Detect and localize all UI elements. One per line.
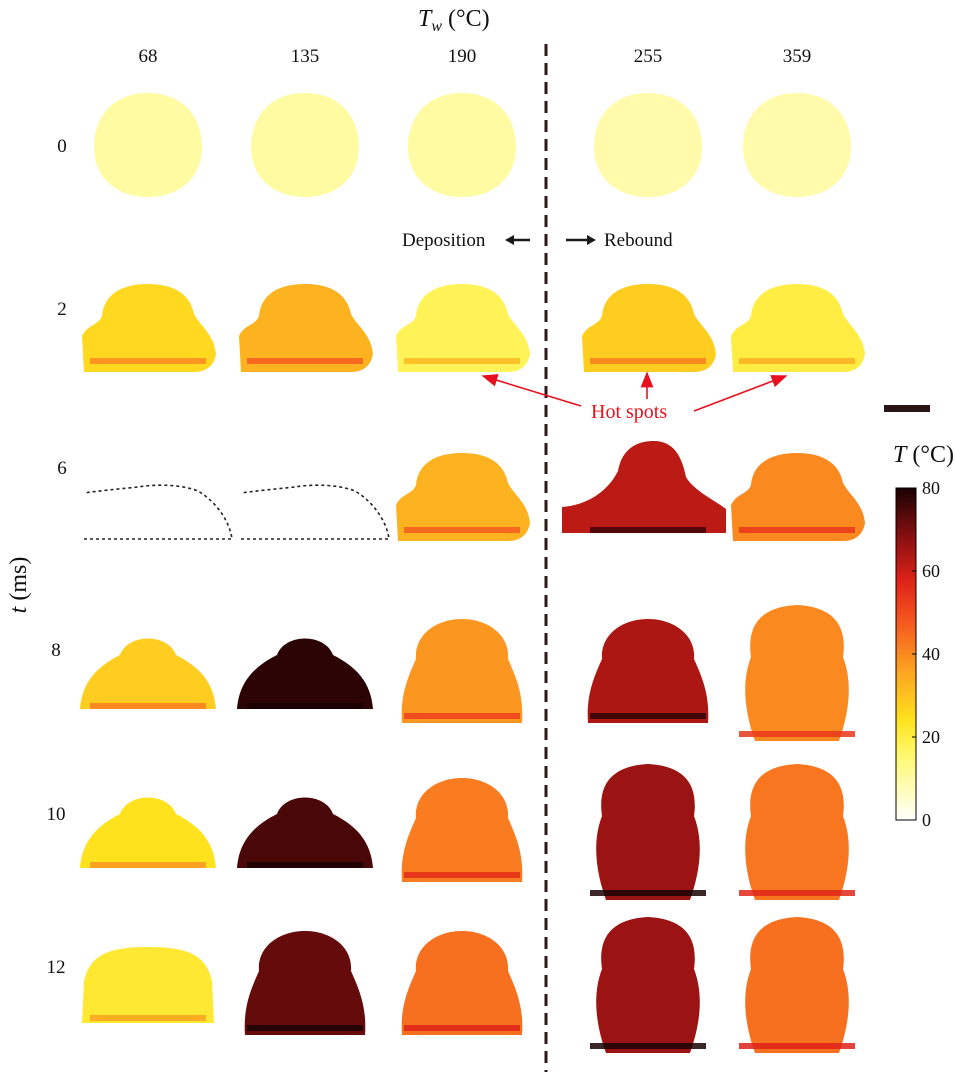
droplet-t2ms-tw359-base-band: [739, 358, 855, 364]
droplet-t12ms-tw255-base-band: [590, 1043, 706, 1049]
time-symbol: t: [6, 605, 32, 613]
droplet-t8ms-tw359: [745, 605, 849, 741]
droplet-t0ms-tw68: [94, 93, 202, 197]
droplet-t6ms-tw255-base-band: [590, 527, 706, 533]
droplet-t12ms-tw135: [244, 931, 366, 1035]
colorbar-tick-label-0: 0: [922, 810, 931, 830]
droplet-t8ms-tw255: [587, 619, 709, 723]
droplet-t0ms-tw135: [251, 93, 359, 197]
droplet-t10ms-tw359-base-band: [739, 890, 855, 896]
column-header-190: 190: [448, 46, 477, 67]
colorbar-tick-label-80: 80: [922, 478, 940, 498]
column-headers: 68 135 190 255 359: [139, 46, 812, 67]
colorbar-ticks: 0 20 40 60 80: [912, 478, 940, 830]
droplet-t8ms-tw190: [401, 619, 523, 723]
droplet-t6ms-tw68-outline: [83, 484, 233, 540]
droplet-t10ms-tw135-base-band: [247, 862, 363, 868]
droplet-t6ms-tw359-base-band: [739, 527, 855, 533]
colorbar-tick-label-60: 60: [922, 561, 940, 581]
row-label-8ms: 8: [51, 640, 61, 661]
hot-spots-label: Hot spots: [591, 401, 667, 423]
droplet-t2ms-tw255-base-band: [590, 358, 706, 364]
droplet-t8ms-tw359-base-band: [739, 731, 855, 737]
colorbar-title: T (°C): [893, 442, 954, 468]
row-label-10ms: 10: [47, 804, 66, 825]
tw-axis-title: Tw (°C): [418, 6, 490, 35]
column-header-68: 68: [139, 46, 158, 67]
row-label-2ms: 2: [57, 299, 67, 320]
colorbar-tick-label-40: 40: [922, 644, 940, 664]
droplet-t8ms-tw68-base-band: [90, 703, 206, 709]
droplet-t12ms-tw190-base-band: [404, 1025, 520, 1031]
droplet-t8ms-tw190-base-band: [404, 713, 520, 719]
tw-symbol: T: [418, 6, 433, 32]
droplet-t10ms-tw359: [745, 764, 849, 900]
rebound-label: Rebound: [604, 230, 673, 251]
droplet-t6ms-tw255: [562, 441, 726, 533]
droplet-t2ms-tw190-base-band: [404, 358, 520, 364]
droplet-t2ms-tw190: [396, 284, 530, 372]
droplet-t10ms-tw68-base-band: [90, 862, 206, 868]
droplet-t0ms-tw190: [408, 93, 516, 197]
droplet-t12ms-tw359-base-band: [739, 1043, 855, 1049]
droplet-t2ms-tw68: [82, 284, 216, 372]
row-label-12ms: 12: [47, 957, 66, 978]
droplet-t2ms-tw135-base-band: [247, 358, 363, 364]
time-unit: (ms): [6, 557, 32, 607]
hot-spots-arrow-190: [481, 374, 582, 407]
droplet-t8ms-tw68: [80, 638, 216, 709]
row-labels: 0 2 6 8 10 12: [47, 136, 67, 978]
tw-subscript: w: [431, 18, 442, 35]
droplet-t12ms-tw68-base-band: [90, 1015, 206, 1021]
droplet-t12ms-tw135-base-band: [247, 1025, 363, 1031]
droplet-t10ms-tw68: [80, 797, 216, 868]
droplet-t6ms-tw359: [731, 453, 865, 541]
column-header-255: 255: [634, 46, 663, 67]
time-axis-title: t (ms): [6, 557, 32, 614]
column-header-135: 135: [291, 46, 320, 67]
row-label-0ms: 0: [57, 136, 67, 157]
colorbar-unit: (°C): [906, 442, 954, 468]
droplet-t8ms-tw255-base-band: [590, 713, 706, 719]
colorbar-symbol: T: [893, 442, 908, 468]
droplet-t6ms-tw135-outline: [240, 484, 390, 540]
scale-bar: [884, 405, 930, 412]
droplet-t2ms-tw135: [239, 284, 373, 372]
droplet-t6ms-tw190-base-band: [404, 527, 520, 533]
droplet-t12ms-tw68: [82, 947, 214, 1023]
droplet-t12ms-tw190: [401, 931, 523, 1035]
droplet-t10ms-tw135: [237, 797, 373, 868]
droplet-t2ms-tw255: [582, 284, 716, 372]
droplet-t10ms-tw190: [401, 778, 523, 882]
tw-unit: (°C): [442, 6, 490, 32]
row-label-6ms: 6: [57, 458, 67, 479]
deposition-arrow-head: [505, 235, 514, 245]
hot-spots-arrow-359: [693, 375, 788, 412]
colorbar-tick-label-20: 20: [922, 727, 940, 747]
rebound-arrow-head: [587, 235, 596, 245]
droplet-t2ms-tw68-base-band: [90, 358, 206, 364]
droplet-t10ms-tw255-base-band: [590, 890, 706, 896]
droplet-t12ms-tw255: [596, 917, 700, 1053]
droplet-t0ms-tw255: [594, 93, 702, 197]
deposition-label: Deposition: [402, 230, 486, 251]
droplet-t6ms-tw190: [396, 453, 530, 541]
droplet-t10ms-tw190-base-band: [404, 872, 520, 878]
droplet-panels: [80, 93, 865, 1053]
droplet-t0ms-tw359: [743, 93, 851, 197]
droplet-t8ms-tw135-base-band: [247, 703, 363, 709]
column-header-359: 359: [783, 46, 812, 67]
droplet-t12ms-tw359: [745, 917, 849, 1053]
droplet-t8ms-tw135: [237, 638, 373, 709]
droplet-t2ms-tw359: [731, 284, 865, 372]
droplet-t10ms-tw255: [596, 764, 700, 900]
